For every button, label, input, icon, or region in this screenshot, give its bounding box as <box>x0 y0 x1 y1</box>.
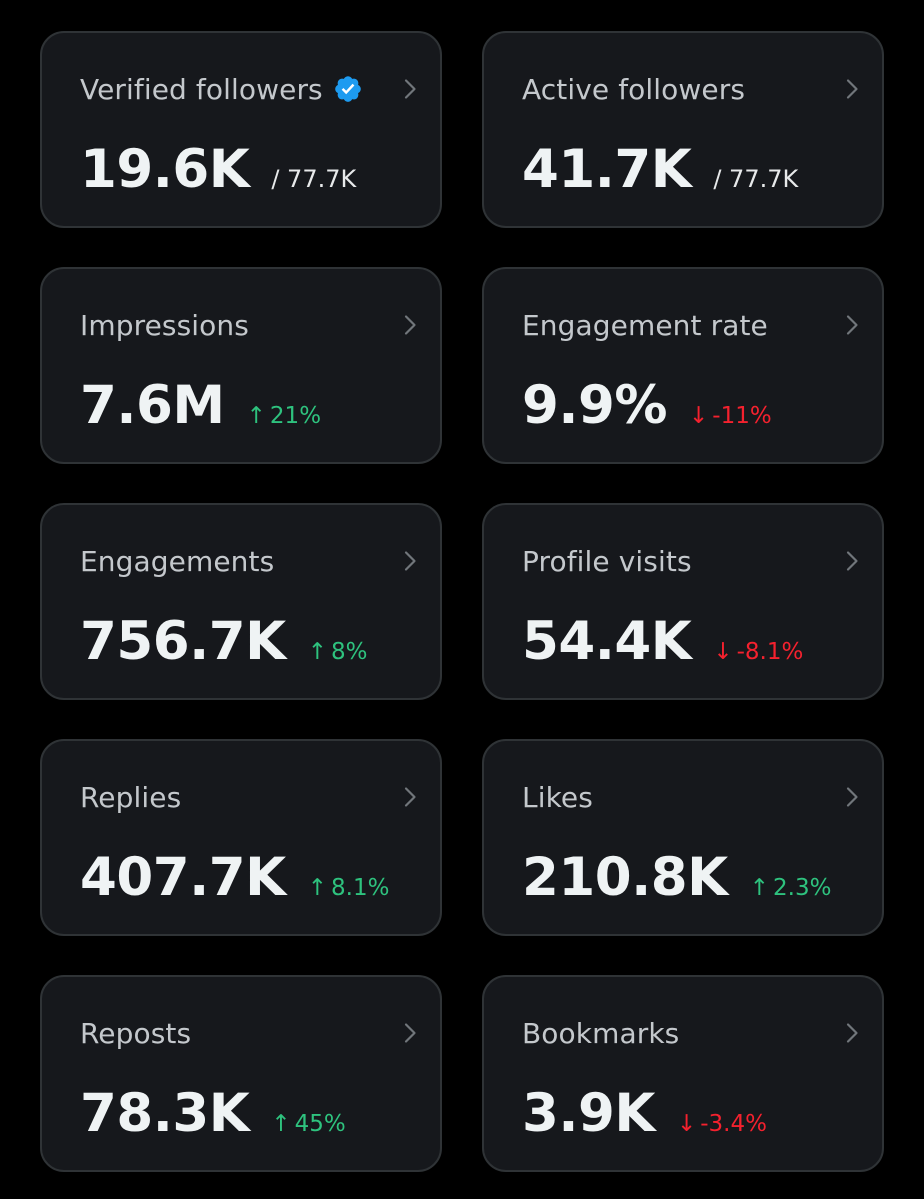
metric-values: 19.6K / 77.7K <box>80 139 357 200</box>
arrow-down-icon: ↓ <box>689 403 709 429</box>
metric-title: Profile visits <box>522 544 692 578</box>
metric-title: Active followers <box>522 72 746 106</box>
metric-card-header: Engagements <box>80 543 274 579</box>
metric-value: 41.7K <box>522 139 692 200</box>
metric-values: 407.7K ↑ 8.1% <box>80 847 390 908</box>
metric-values: 210.8K ↑ 2.3% <box>522 847 832 908</box>
metric-value: 407.7K <box>80 847 286 908</box>
trend-value: 21% <box>269 403 322 429</box>
metric-card-header: Profile visits <box>522 543 692 579</box>
metric-card-header: Bookmarks <box>522 1015 679 1051</box>
metric-title: Engagements <box>80 544 275 578</box>
arrow-up-icon: ↑ <box>749 875 769 901</box>
chevron-right-icon[interactable] <box>398 785 422 809</box>
chevron-right-icon[interactable] <box>840 1021 864 1045</box>
trend-value: -3.4% <box>700 1111 767 1137</box>
trend-indicator: ↑ 8% <box>308 639 368 665</box>
metric-value: 210.8K <box>522 847 728 908</box>
metric-value: 9.9% <box>522 375 668 436</box>
metric-card-engagements[interactable]: Engagements 756.7K ↑ 8% <box>40 503 442 700</box>
verified-badge-icon <box>333 74 363 104</box>
trend-value: 45% <box>294 1111 346 1137</box>
arrow-up-icon: ↑ <box>307 639 327 665</box>
metric-title: Verified followers <box>80 72 323 106</box>
metric-card-header: Replies <box>80 779 181 815</box>
chevron-right-icon[interactable] <box>840 549 864 573</box>
chevron-right-icon[interactable] <box>398 77 422 101</box>
metric-value: 7.6M <box>80 375 225 436</box>
analytics-metrics-grid: Verified followers 19.6K / 77.7K Active … <box>40 31 884 1172</box>
metric-values: 78.3K ↑ 45% <box>80 1083 346 1144</box>
metric-values: 54.4K ↓ -8.1% <box>522 611 803 672</box>
chevron-right-icon[interactable] <box>840 785 864 809</box>
metric-values: 7.6M ↑ 21% <box>80 375 321 436</box>
metric-value: 78.3K <box>80 1083 250 1144</box>
arrow-up-icon: ↑ <box>307 875 327 901</box>
arrow-up-icon: ↑ <box>246 403 266 429</box>
metric-title: Reposts <box>80 1016 192 1050</box>
metric-total: / 77.7K <box>713 165 799 193</box>
metric-values: 3.9K ↓ -3.4% <box>522 1083 767 1144</box>
metric-card-header: Engagement rate <box>522 307 768 343</box>
metric-card-header: Impressions <box>80 307 249 343</box>
arrow-down-icon: ↓ <box>676 1111 697 1137</box>
metric-card-header: Likes <box>522 779 593 815</box>
metric-card-header: Verified followers <box>80 71 363 107</box>
metric-card-bookmarks[interactable]: Bookmarks 3.9K ↓ -3.4% <box>482 975 884 1172</box>
metric-card-profile-visits[interactable]: Profile visits 54.4K ↓ -8.1% <box>482 503 884 700</box>
trend-indicator: ↑ 21% <box>247 403 321 429</box>
trend-indicator: ↑ 2.3% <box>750 875 832 901</box>
trend-value: 8.1% <box>331 875 390 901</box>
metric-value: 3.9K <box>522 1083 655 1144</box>
metric-card-verified-followers[interactable]: Verified followers 19.6K / 77.7K <box>40 31 442 228</box>
chevron-right-icon[interactable] <box>398 313 422 337</box>
metric-value: 54.4K <box>522 611 692 672</box>
metric-title: Bookmarks <box>522 1016 680 1050</box>
metric-title: Impressions <box>80 308 249 342</box>
metric-card-engagement-rate[interactable]: Engagement rate 9.9% ↓ -11% <box>482 267 884 464</box>
metric-title: Engagement rate <box>522 308 768 342</box>
arrow-up-icon: ↑ <box>271 1111 291 1137</box>
chevron-right-icon[interactable] <box>840 77 864 101</box>
trend-indicator: ↓ -8.1% <box>713 639 803 665</box>
metric-card-active-followers[interactable]: Active followers 41.7K / 77.7K <box>482 31 884 228</box>
trend-value: -8.1% <box>736 639 804 665</box>
metric-values: 41.7K / 77.7K <box>522 139 799 200</box>
trend-value: 2.3% <box>773 875 832 901</box>
metric-value: 19.6K <box>80 139 250 200</box>
trend-value: 8% <box>331 639 368 665</box>
trend-indicator: ↓ -3.4% <box>677 1111 767 1137</box>
metric-card-impressions[interactable]: Impressions 7.6M ↑ 21% <box>40 267 442 464</box>
metric-title: Replies <box>80 780 182 814</box>
chevron-right-icon[interactable] <box>398 549 422 573</box>
metric-total: / 77.7K <box>271 165 357 193</box>
arrow-down-icon: ↓ <box>713 639 733 665</box>
chevron-right-icon[interactable] <box>398 1021 422 1045</box>
metric-title: Likes <box>522 780 593 814</box>
metric-value: 756.7K <box>80 611 286 672</box>
metric-card-header: Reposts <box>80 1015 191 1051</box>
metric-values: 9.9% ↓ -11% <box>522 375 772 436</box>
metric-card-header: Active followers <box>522 71 745 107</box>
metric-card-reposts[interactable]: Reposts 78.3K ↑ 45% <box>40 975 442 1172</box>
trend-value: -11% <box>712 403 772 429</box>
chevron-right-icon[interactable] <box>840 313 864 337</box>
metric-card-likes[interactable]: Likes 210.8K ↑ 2.3% <box>482 739 884 936</box>
trend-indicator: ↓ -11% <box>689 403 772 429</box>
trend-indicator: ↑ 45% <box>271 1111 345 1137</box>
trend-indicator: ↑ 8.1% <box>308 875 390 901</box>
metric-card-replies[interactable]: Replies 407.7K ↑ 8.1% <box>40 739 442 936</box>
metric-values: 756.7K ↑ 8% <box>80 611 368 672</box>
